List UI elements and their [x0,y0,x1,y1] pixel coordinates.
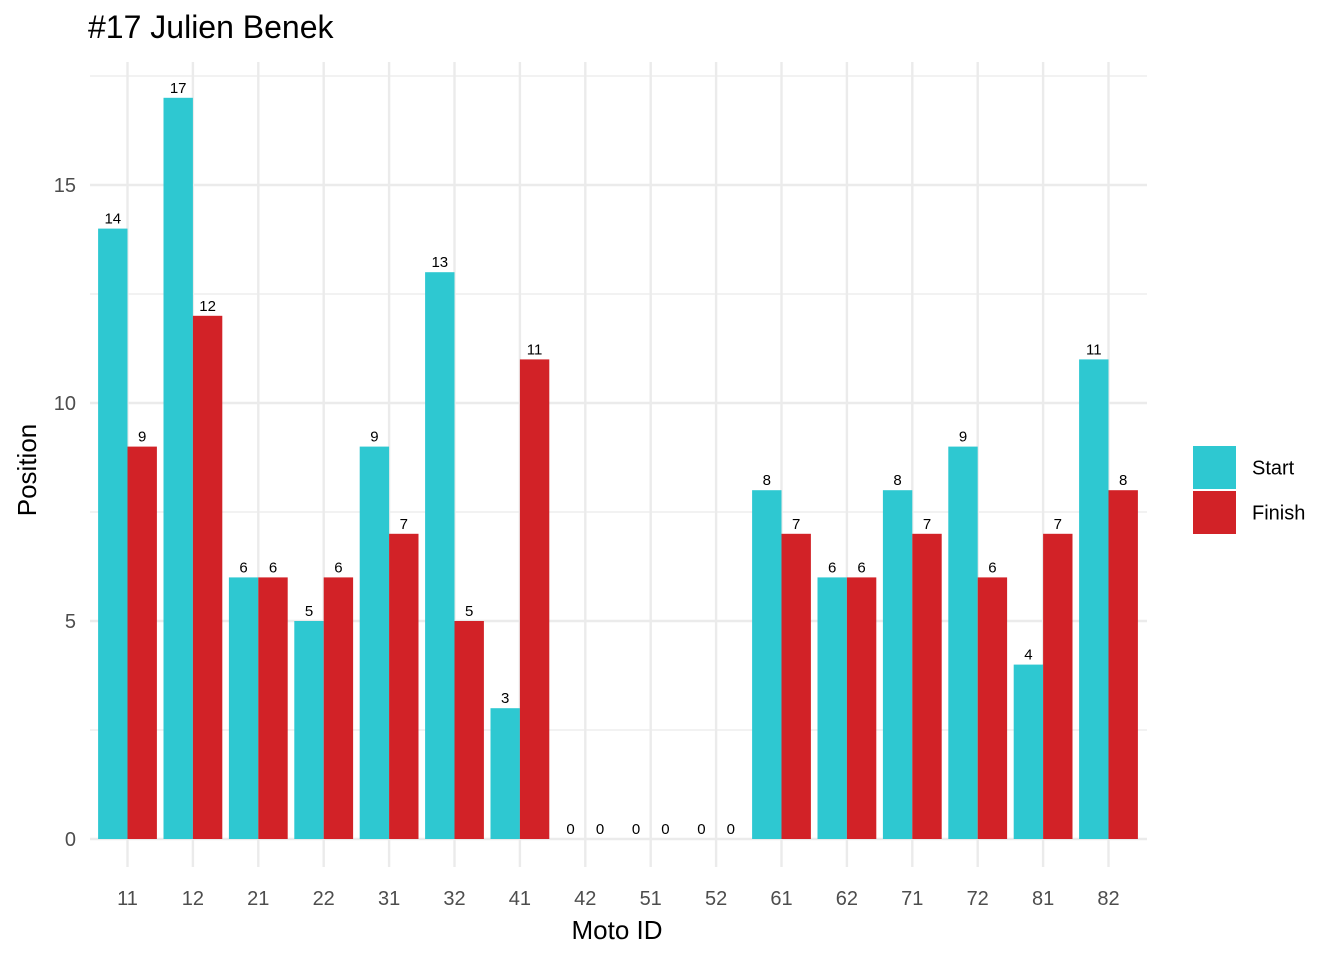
x-tick-label: 82 [1097,888,1119,910]
bar-start [1079,359,1109,839]
bar-start [948,446,978,839]
bar-value-label: 8 [1119,472,1127,489]
bar-value-label: 12 [199,298,216,315]
y-tick-label: 0 [65,829,76,851]
bar-value-label: 11 [1086,341,1102,358]
bar-finish [258,577,288,839]
x-tick-label: 72 [967,888,989,910]
bar-start [294,621,324,839]
bar-start [490,708,520,839]
bar-value-label: 0 [632,821,640,838]
x-tick-label: 11 [117,888,138,910]
bar-start [882,490,913,839]
bar-value-label: 6 [334,559,342,576]
bar-value-label: 9 [138,429,146,446]
bar-finish [454,621,484,839]
x-tick-label: 41 [509,888,531,910]
bar-start [752,490,782,839]
x-tick-label: 32 [443,888,465,910]
bar-value-label: 5 [305,603,313,620]
bars [98,97,1138,840]
x-tick-label: 12 [182,888,204,910]
bar-finish [192,315,223,839]
bar-value-label: 0 [566,821,574,838]
legend: Start Finish [1193,446,1305,534]
y-tick-label: 15 [54,175,76,197]
bar-value-label: 3 [501,690,509,707]
y-tick-label: 5 [65,611,76,633]
bar-value-label: 9 [370,429,378,446]
bar-value-label: 8 [763,472,771,489]
bar-start [98,228,128,840]
bar-finish [127,446,157,839]
x-tick-label: 22 [313,888,335,910]
bar-start [228,577,259,839]
bar-start [425,272,455,839]
bar-start [163,97,193,840]
bar-value-label: 7 [1054,516,1062,533]
x-tick-label: 81 [1032,888,1054,910]
y-axis-ticks: 0 5 10 15 [54,175,76,851]
bar-value-label: 4 [1024,647,1032,664]
bar-value-labels: 14 9 17 12 6 6 5 6 9 7 13 5 3 11 0 0 0 0 0 0 8 7 6 6 8 7 9 6 4 7 11 8 [104,80,1127,838]
bar-value-label: 11 [527,341,543,358]
bar-finish [846,577,877,839]
bar-finish [977,577,1008,839]
bar-finish [323,577,354,839]
bar-start [817,577,847,839]
x-tick-label: 51 [640,888,662,910]
bar-finish [389,533,419,839]
bar-finish [1108,490,1138,839]
bar-value-label: 6 [269,559,277,576]
bar-value-label: 0 [596,821,604,838]
bar-value-label: 0 [727,821,735,838]
y-axis-label: Position [12,424,42,517]
bar-value-label: 6 [857,559,865,576]
legend-key-finish [1193,491,1236,534]
bar-finish [781,533,811,839]
x-axis-label: Moto ID [571,915,662,945]
x-tick-label: 31 [378,888,400,910]
bar-value-label: 6 [988,559,996,576]
x-tick-label: 42 [574,888,596,910]
x-tick-label: 62 [836,888,858,910]
legend-label-start: Start [1252,458,1295,480]
x-tick-label: 52 [705,888,727,910]
bar-value-label: 14 [104,211,121,228]
bar-value-label: 7 [792,516,800,533]
bar-start [1013,664,1044,839]
bar-value-label: 5 [465,603,473,620]
bar-value-label: 0 [661,821,669,838]
bar-finish [912,533,942,839]
legend-key-start [1193,446,1236,489]
bar-value-label: 8 [893,472,901,489]
x-tick-label: 61 [770,888,792,910]
x-tick-label: 21 [247,888,269,910]
bar-value-label: 9 [959,429,967,446]
legend-label-finish: Finish [1252,503,1305,525]
bar-value-label: 13 [431,254,448,271]
bar-value-label: 17 [170,80,187,97]
x-tick-label: 71 [901,888,923,910]
bar-value-label: 7 [400,516,408,533]
x-axis-ticks: 11 12 21 22 31 32 41 42 51 52 61 62 71 72 81 82 [117,888,1120,910]
bar-finish [1043,533,1073,839]
bar-value-label: 7 [923,516,931,533]
y-tick-label: 10 [54,393,76,415]
bar-finish [519,359,550,839]
chart-title: #17 Julien Benek [88,9,335,45]
bar-value-label: 6 [239,559,247,576]
bar-value-label: 6 [828,559,836,576]
bar-value-label: 0 [697,821,705,838]
bar-start [359,446,390,839]
